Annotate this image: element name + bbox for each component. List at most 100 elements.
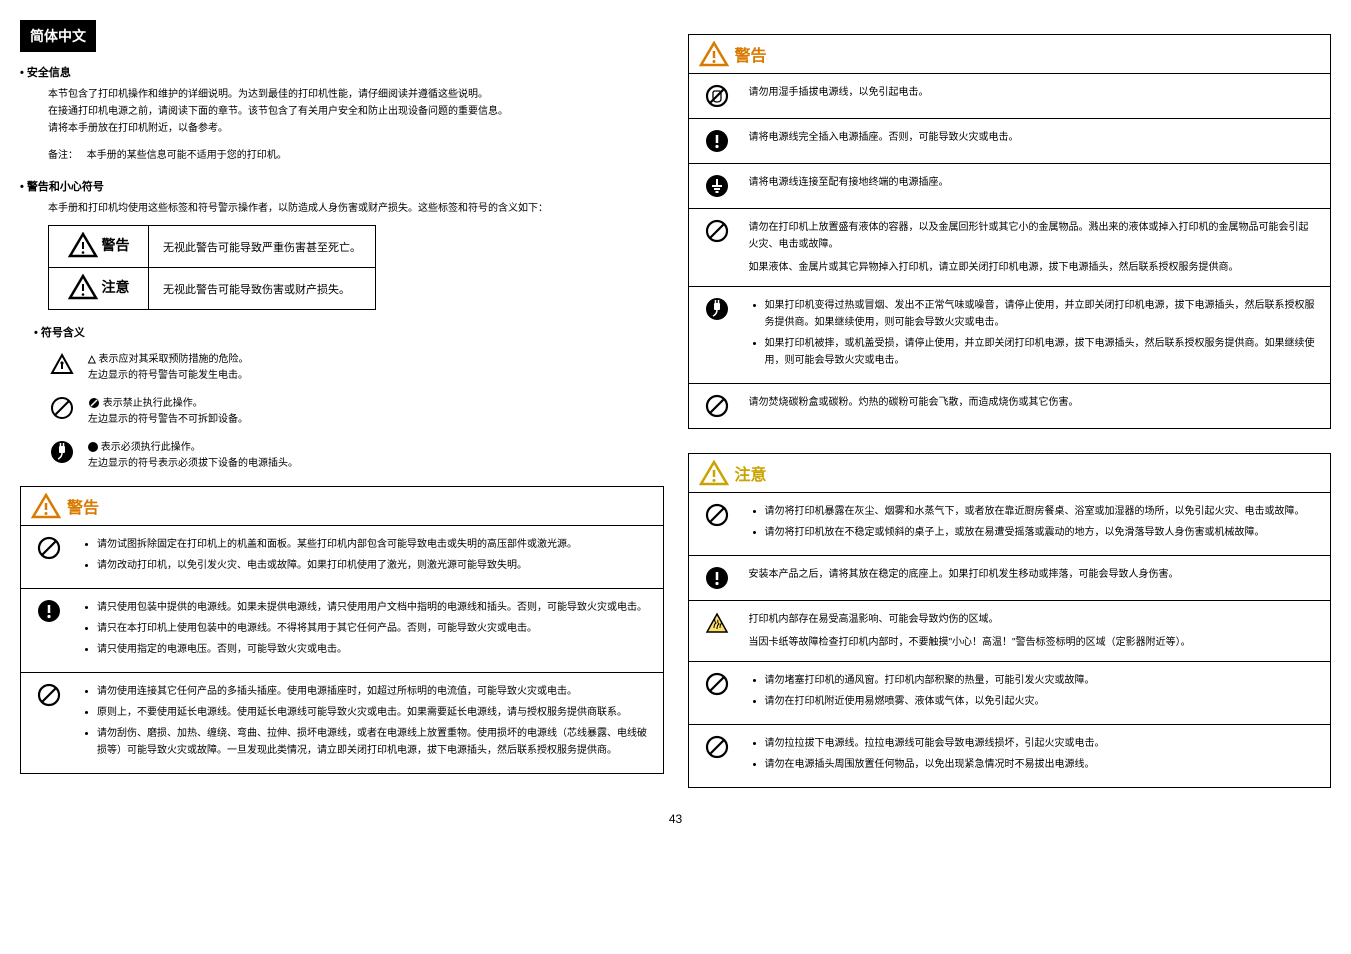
caution-triangle-icon — [68, 274, 98, 300]
prohibit-icon — [689, 725, 745, 787]
list-item: 请勿在打印机附近使用易燃喷雾、液体或气体，以免引起火灾。 — [765, 693, 1095, 710]
prohibit-icon — [689, 662, 745, 724]
table-text-1: 无视此警告可能导致严重伤害甚至死亡。 — [149, 226, 376, 268]
list-item: 请勿试图拆除固定在打印机上的机盖和面板。某些打印机内部包含可能导致电击或失明的高… — [97, 536, 577, 553]
safety-body-2: 在接通打印机电源之前，请阅读下面的章节。该节包含了有关用户安全和防止出现设备问题… — [48, 103, 664, 120]
text-line: 如果液体、金属片或其它异物掉入打印机，请立即关闭打印机电源，拔下电源插头，然后联… — [749, 259, 1317, 276]
warning-triangle-icon — [68, 232, 98, 258]
list-item: 请勿使用连接其它任何产品的多插头插座。使用电源插座时，如超过所标明的电流值，可能… — [97, 683, 649, 700]
symbol-row-3: 表示必须执行此操作。 左边显示的符号表示必须拔下设备的电源插头。 — [48, 438, 664, 472]
row-text: 打印机内部存在易受高温影响、可能会导致灼伤的区域。当因卡纸等故障检查打印机内部时… — [745, 601, 1205, 661]
prohibit-icon — [21, 673, 77, 773]
row-text: 请勿焚烧碳粉盒或碳粉。灼热的碳粉可能会飞散，而造成烧伤或其它伤害。 — [745, 384, 1093, 428]
mandatory-icon — [21, 589, 77, 672]
sym-1b: 左边显示的符号警告可能发生电击。 — [88, 370, 248, 381]
safety-info-body: 本节包含了打印机操作和维护的详细说明。为达到最佳的打印机性能，请仔细阅读并遵循这… — [20, 86, 664, 164]
box-row: 请勿试图拆除固定在打印机上的机盖和面板。某些打印机内部包含可能导致电击或失明的高… — [21, 526, 663, 588]
warning-symbols-intro: 本手册和打印机均使用这些标签和符号警示操作者，以防造成人身伤害或财产损失。这些标… — [20, 200, 664, 217]
list-item: 请勿在电源插头周围放置任何物品，以免出现紧急情况时不易拔出电源线。 — [765, 756, 1105, 773]
plug-icon — [689, 287, 745, 383]
ground-icon — [689, 164, 745, 208]
row-text: 安装本产品之后，请将其放在稳定的底座上。如果打印机发生移动或摔落，可能会导致人身… — [745, 556, 1193, 600]
row-text: 请勿使用连接其它任何产品的多插头插座。使用电源插座时，如超过所标明的电流值，可能… — [77, 673, 663, 773]
left-column: 简体中文 • 安全信息 本节包含了打印机操作和维护的详细说明。为达到最佳的打印机… — [20, 20, 664, 788]
sym-2b: 左边显示的符号警告不可拆卸设备。 — [88, 414, 248, 425]
box-row: 请勿在打印机上放置盛有液体的容器，以及金属回形针或其它小的金属物品。溅出来的液体… — [689, 208, 1331, 286]
row-text: 请将电源线完全插入电源插座。否则，可能导致火灾或电击。 — [745, 119, 1033, 163]
box-row: 请勿焚烧碳粉盒或碳粉。灼热的碳粉可能会飞散，而造成烧伤或其它伤害。 — [689, 383, 1331, 428]
note-label: 备注： — [48, 147, 84, 164]
warning-header-icon — [699, 41, 729, 67]
row-text: 如果打印机变得过热或冒烟、发出不正常气味或噪音，请停止使用，并立即关闭打印机电源… — [745, 287, 1331, 383]
list-item: 请只使用包装中提供的电源线。如果未提供电源线，请只使用用户文档中指明的电源线和插… — [97, 599, 647, 616]
text-line: 请勿焚烧碳粉盒或碳粉。灼热的碳粉可能会飞散，而造成烧伤或其它伤害。 — [749, 394, 1079, 411]
list-item: 请勿将打印机放在不稳定或倾斜的桌子上，或放在易遭受摇落或震动的地方，以免滑落导致… — [765, 524, 1305, 541]
safety-note-row: 备注： 本手册的某些信息可能不适用于您的打印机。 — [48, 147, 664, 164]
sym-3a: 表示必须执行此操作。 — [101, 442, 201, 453]
list-item: 请勿改动打印机，以免引发火灾、电击或故障。如果打印机使用了激光，则激光源可能导致… — [97, 557, 577, 574]
row-text: 请勿用湿手插拔电源线，以免引起电击。 — [745, 74, 943, 118]
safety-info-title: • 安全信息 — [20, 64, 664, 80]
sym-1a: 表示应对其采取预防措施的危险。 — [98, 354, 248, 365]
warning-box-header-right: 警告 — [689, 35, 1331, 74]
caution-header-icon — [699, 460, 729, 486]
box-row: 请勿用湿手插拔电源线，以免引起电击。 — [689, 74, 1331, 118]
page-number: 43 — [20, 812, 1331, 826]
list-item: 如果打印机变得过热或冒烟、发出不正常气味或噪音，请停止使用，并立即关闭打印机电源… — [765, 297, 1317, 331]
box-row: 请勿将打印机暴露在灰尘、烟雾和水蒸气下，或者放在靠近厨房餐桌、浴室或加湿器的场所… — [689, 493, 1331, 555]
list-item: 请只在本打印机上使用包装中的电源线。不得将其用于其它任何产品。否则，可能导致火灾… — [97, 620, 647, 637]
sym-3b: 左边显示的符号表示必须拔下设备的电源插头。 — [88, 458, 298, 469]
text-line: 打印机内部存在易受高温影响、可能会导致灼伤的区域。 — [749, 611, 1191, 628]
caution-box: 注意 请勿将打印机暴露在灰尘、烟雾和水蒸气下，或者放在靠近厨房餐桌、浴室或加湿器… — [688, 453, 1332, 788]
box-row: 请只使用包装中提供的电源线。如果未提供电源线，请只使用用户文档中指明的电源线和插… — [21, 588, 663, 672]
note-text: 本手册的某些信息可能不适用于您的打印机。 — [87, 150, 287, 161]
warning-header-text: 警告 — [67, 494, 99, 518]
prohibit-icon — [21, 526, 77, 588]
text-line: 请勿在打印机上放置盛有液体的容器，以及金属回形针或其它小的金属物品。溅出来的液体… — [749, 219, 1317, 253]
text-line: 当因卡纸等故障检查打印机内部时，不要触摸"小心！高温！"警告标签标明的区域（定影… — [749, 634, 1191, 651]
caution-box-header: 注意 — [689, 454, 1331, 493]
prohibit-inline-icon — [88, 397, 100, 409]
warning-box-left: 警告 请勿试图拆除固定在打印机上的机盖和面板。某些打印机内部包含可能导致电击或失… — [20, 486, 664, 774]
table-text-2: 无视此警告可能导致伤害或财产损失。 — [149, 268, 376, 310]
warning-box-right: 警告 请勿用湿手插拔电源线，以免引起电击。请将电源线完全插入电源插座。否则，可能… — [688, 34, 1332, 429]
warning-rows-container: 请勿试图拆除固定在打印机上的机盖和面板。某些打印机内部包含可能导致电击或失明的高… — [21, 526, 663, 773]
symbol-text-1: △ 表示应对其采取预防措施的危险。 左边显示的符号警告可能发生电击。 — [88, 350, 248, 384]
plug-symbol-icon — [48, 438, 76, 466]
table-icon-cell: 警告 — [49, 226, 149, 268]
box-row: 请勿堵塞打印机的通风窗。打印机内部积聚的热量，可能引发火灾或故障。请勿在打印机附… — [689, 661, 1331, 724]
row-text: 请勿拉拉拔下电源线。拉拉电源线可能会导致电源线损坏，引起火灾或电击。请勿在电源插… — [745, 725, 1119, 787]
text-line: 安装本产品之后，请将其放在稳定的底座上。如果打印机发生移动或摔落，可能会导致人身… — [749, 566, 1179, 583]
list-item: 原则上，不要使用延长电源线。使用延长电源线可能导致火灾或电击。如果需要延长电源线… — [97, 704, 649, 721]
row-text: 请勿堵塞打印机的通风窗。打印机内部积聚的热量，可能引发火灾或故障。请勿在打印机附… — [745, 662, 1109, 724]
list-item: 请只使用指定的电源电压。否则，可能导致火灾或电击。 — [97, 641, 647, 658]
table-label-1: 警告 — [102, 235, 130, 255]
warning-rows-container-right: 请勿用湿手插拔电源线，以免引起电击。请将电源线完全插入电源插座。否则，可能导致火… — [689, 74, 1331, 428]
nohand-icon — [689, 74, 745, 118]
text-line: 请将电源线完全插入电源插座。否则，可能导致火灾或电击。 — [749, 129, 1019, 146]
symbol-text-3: 表示必须执行此操作。 左边显示的符号表示必须拔下设备的电源插头。 — [88, 438, 298, 472]
warning-header-icon — [31, 493, 61, 519]
box-row: 请将电源线完全插入电源插座。否则，可能导致火灾或电击。 — [689, 118, 1331, 163]
warning-symbols-section: • 警告和小心符号 本手册和打印机均使用这些标签和符号警示操作者，以防造成人身伤… — [20, 178, 664, 310]
sym-2a: 表示禁止执行此操作。 — [103, 398, 203, 409]
list-item: 请勿将打印机暴露在灰尘、烟雾和水蒸气下，或者放在靠近厨房餐桌、浴室或加湿器的场所… — [765, 503, 1305, 520]
section-header: 简体中文 — [20, 20, 96, 52]
safety-body-3: 请将本手册放在打印机附近，以备参考。 — [48, 120, 664, 137]
symbol-meanings-title: • 符号含义 — [34, 324, 664, 340]
mandatory-icon — [689, 556, 745, 600]
box-row: 安装本产品之后，请将其放在稳定的底座上。如果打印机发生移动或摔落，可能会导致人身… — [689, 555, 1331, 600]
row-text: 请将电源线连接至配有接地终端的电源插座。 — [745, 164, 963, 208]
table-icon-cell: 注意 — [49, 268, 149, 310]
right-column: 警告 请勿用湿手插拔电源线，以免引起电击。请将电源线完全插入电源插座。否则，可能… — [688, 20, 1332, 788]
triangle-symbol-icon — [48, 350, 76, 378]
prohibit-icon — [689, 384, 745, 428]
prohibit-icon — [689, 209, 745, 286]
symbol-row-2: 表示禁止执行此操作。 左边显示的符号警告不可拆卸设备。 — [48, 394, 664, 428]
caution-rows-container: 请勿将打印机暴露在灰尘、烟雾和水蒸气下，或者放在靠近厨房餐桌、浴室或加湿器的场所… — [689, 493, 1331, 787]
box-row: 打印机内部存在易受高温影响、可能会导致灼伤的区域。当因卡纸等故障检查打印机内部时… — [689, 600, 1331, 661]
list-item: 请勿刮伤、磨损、加热、缠绕、弯曲、拉伸、损坏电源线，或者在电源线上放置重物。使用… — [97, 725, 649, 759]
box-row: 如果打印机变得过热或冒烟、发出不正常气味或噪音，请停止使用，并立即关闭打印机电源… — [689, 286, 1331, 383]
symbol-meanings-section: • 符号含义 △ 表示应对其采取预防措施的危险。 左边显示的符号警告可能发生电击… — [20, 324, 664, 472]
mandatory-icon — [689, 119, 745, 163]
